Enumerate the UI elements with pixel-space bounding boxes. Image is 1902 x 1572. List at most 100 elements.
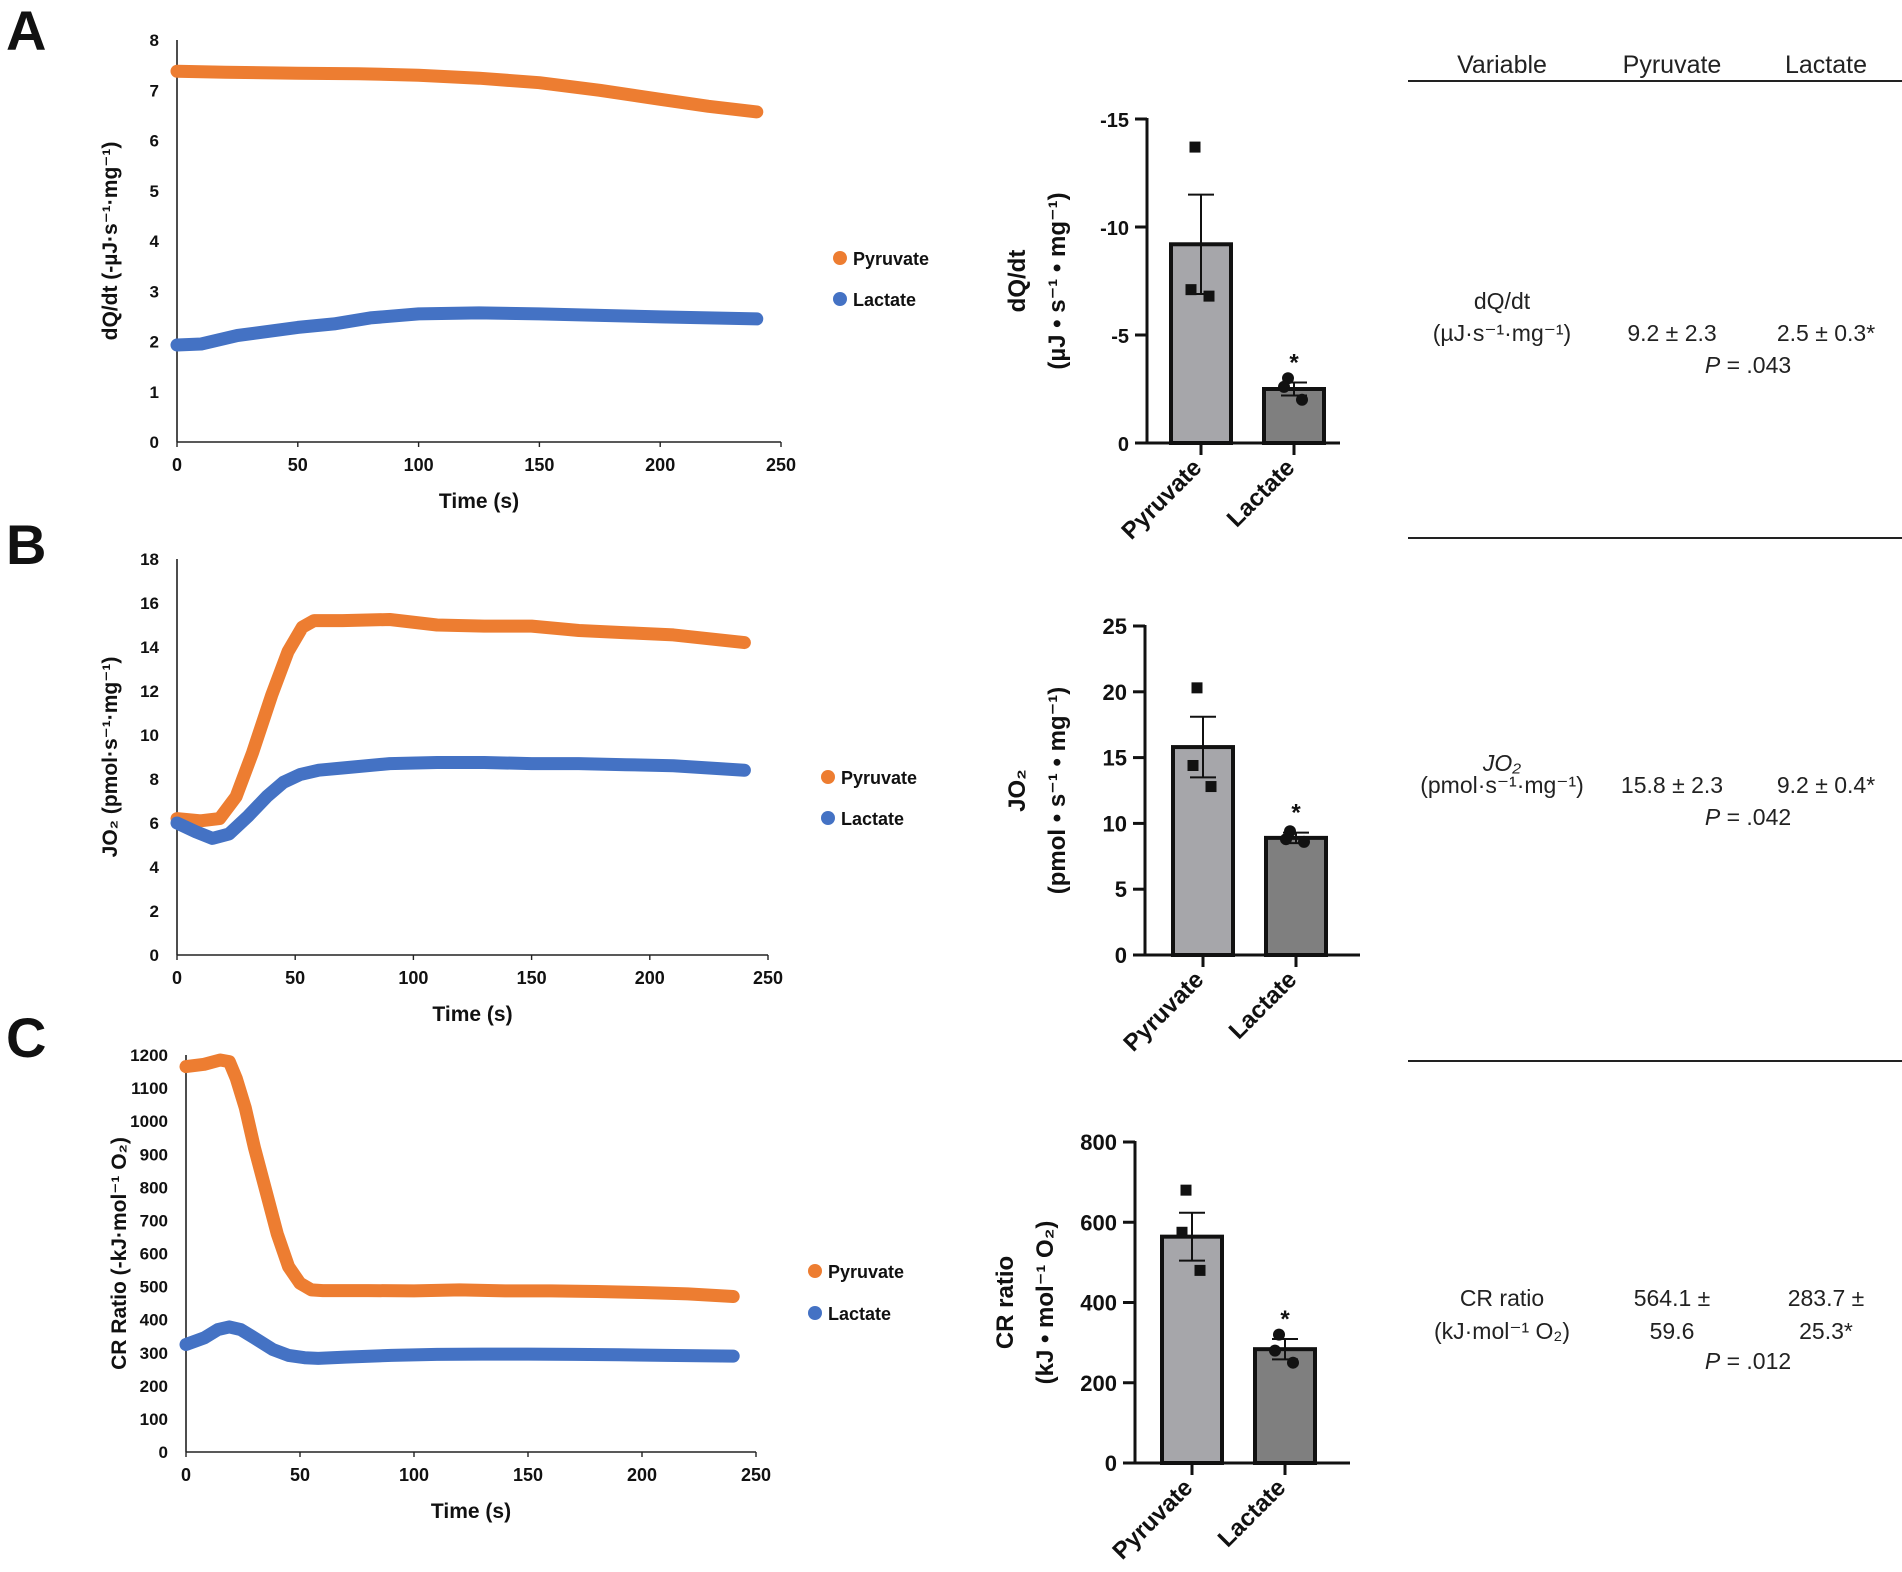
chart-b-line-y-tick-label: 0	[150, 946, 159, 965]
table-row1-lactate: 2.5 ± 0.3*	[1776, 320, 1876, 346]
chart-a-bar-x-tick-label-pyruvate: Pyruvate	[1116, 454, 1207, 545]
chart-b-line-y-tick-label: 10	[140, 726, 159, 745]
chart-b-line-y-tick-label: 14	[140, 638, 159, 657]
chart-a-line-y-tick-label: 6	[150, 132, 159, 151]
chart-b-line-y-tick-label: 4	[150, 858, 160, 877]
chart-b-line-y-tick-label: 6	[150, 814, 159, 833]
chart-a-line-y-tick-label: 2	[150, 333, 159, 352]
chart-c-line-y-tick-label: 1100	[131, 1079, 168, 1098]
chart-c-line-x-tick-label: 50	[290, 1465, 310, 1485]
chart-a-point-pyruvate	[1189, 141, 1201, 153]
chart-b-point-pyruvate	[1205, 781, 1217, 793]
chart-a-line-y-tick-label: 7	[150, 81, 159, 100]
chart-a-line-x-axis-label: Time (s)	[439, 490, 519, 513]
chart-b-legend-label-lactate: Lactate	[841, 809, 904, 829]
chart-b-line-x-tick-label: 0	[172, 968, 182, 988]
chart-b-line-x-tick-label: 100	[398, 968, 428, 988]
chart-b-legend-marker-pyruvate	[821, 770, 835, 784]
chart-b-line-x-tick-label: 50	[285, 968, 305, 988]
chart-c-line-y-tick-label: 600	[140, 1245, 168, 1264]
chart-a-line-x-tick-label: 0	[172, 455, 182, 475]
chart-c-bar-y-tick-label: 200	[1080, 1371, 1117, 1396]
chart-a-bar-y-tick-label: 0	[1118, 434, 1129, 456]
chart-c-bar-y-axis-label: CR ratio	[992, 1256, 1019, 1349]
chart-b-bar-y-tick-label: 10	[1103, 811, 1127, 836]
chart-c-line-y-tick-label: 400	[140, 1311, 168, 1330]
chart-c-bar-y-tick-label: 600	[1080, 1210, 1117, 1235]
panel-label-a: A	[6, 0, 47, 62]
chart-b-bar-x-tick-label-pyruvate: Pyruvate	[1118, 966, 1209, 1057]
chart-a-line-y-tick-label: 0	[150, 433, 159, 452]
table-header-pyruvate: Pyruvate	[1622, 51, 1722, 79]
chart-c-significance-lactate: *	[1280, 1306, 1290, 1333]
chart-b-line-x-tick-label: 150	[517, 968, 547, 988]
chart-c-legend-label-lactate: Lactate	[828, 1304, 891, 1324]
chart-a-point-pyruvate	[1203, 290, 1215, 302]
chart-c-line-y-tick-label: 300	[140, 1344, 168, 1363]
table-row3-lactate-line2: 25.3*	[1799, 1318, 1853, 1344]
chart-c-point-pyruvate	[1194, 1264, 1206, 1276]
table-row3-pyruvate-line2: 59.6	[1649, 1318, 1695, 1344]
chart-b-bar-y-tick-label: 25	[1103, 614, 1127, 639]
chart-c-line-y-tick-label: 700	[140, 1211, 168, 1230]
chart-b-legend-label-pyruvate: Pyruvate	[841, 768, 917, 788]
table-row3-variable-unit: (kJ·mol⁻¹ O₂)	[1433, 1318, 1571, 1344]
table-row1-pyruvate: 9.2 ± 2.3	[1627, 320, 1717, 346]
table-row3-lactate: 283.7 ±	[1787, 1285, 1865, 1311]
table-row2-pyruvate: 15.8 ± 2.3	[1620, 772, 1724, 798]
chart-a-line-series-pyruvate	[170, 64, 764, 119]
chart-c-point-pyruvate	[1176, 1226, 1188, 1238]
table-row1-variable: dQ/dt	[1473, 288, 1531, 314]
chart-c-bar-y-tick-label: 0	[1105, 1451, 1117, 1476]
chart-a-bar-lactate	[1262, 387, 1326, 445]
chart-b-bar-y-tick-label: 5	[1115, 877, 1127, 902]
chart-b-legend-marker-lactate	[821, 811, 835, 825]
chart-c-line-x-tick-label: 0	[181, 1465, 191, 1485]
table-row2-variable-unit: (pmol·s⁻¹·mg⁻¹)	[1420, 772, 1584, 798]
chart-b-bar-y-axis-label: JO₂	[1004, 769, 1031, 812]
chart-c-point-lactate	[1273, 1328, 1285, 1341]
chart-a-point-pyruvate	[1185, 284, 1197, 296]
chart-c-line-y-tick-label: 500	[140, 1278, 168, 1297]
chart-a-line-x-tick-label: 250	[766, 455, 796, 475]
table-row3-pvalue: P = .012	[1704, 1348, 1792, 1374]
chart-c-line-series-lactate	[179, 1320, 740, 1365]
chart-c-line-y-axis-label: CR Ratio (-kJ·mol⁻¹ O₂)	[108, 1137, 131, 1370]
chart-a-line-y-tick-label: 1	[150, 383, 159, 402]
table-row3-variable: CR ratio	[1459, 1285, 1545, 1311]
chart-a-line-x-tick-label: 200	[645, 455, 675, 475]
chart-b-line-y-tick-label: 2	[150, 902, 159, 921]
chart-a-bar-y-tick-label: -10	[1100, 218, 1129, 240]
chart-c-line-y-tick-label: 200	[140, 1377, 168, 1396]
chart-a-line-y-tick-label: 3	[150, 282, 159, 301]
table-header-variable: Variable	[1457, 51, 1547, 79]
chart-c-legend-label-pyruvate: Pyruvate	[828, 1262, 904, 1282]
chart-b-bar-y-tick-label: 0	[1115, 943, 1127, 968]
table-row2-pvalue: P = .042	[1704, 804, 1792, 830]
chart-c-line-series-pyruvate	[179, 1053, 740, 1303]
chart-a-point-lactate	[1296, 393, 1308, 406]
chart-a-legend-marker-pyruvate	[833, 251, 847, 265]
chart-a-bar-y-axis-label-unit: (µJ • s⁻¹ • mg⁻¹)	[1044, 192, 1071, 369]
table-row2-variable: JO₂	[1482, 750, 1522, 776]
chart-c-line-x-tick-label: 150	[513, 1465, 543, 1485]
chart-c-legend-marker-pyruvate	[808, 1264, 822, 1278]
chart-b-line-y-axis-label: JO₂ (pmol·s⁻¹·mg⁻¹)	[99, 657, 122, 858]
table-row1-variable-unit: (µJ·s⁻¹·mg⁻¹)	[1432, 320, 1572, 346]
chart-a-legend-marker-lactate	[833, 292, 847, 306]
chart-a-bar-x-tick-label-lactate: Lactate	[1222, 454, 1301, 533]
chart-c-line-x-tick-label: 100	[399, 1465, 429, 1485]
chart-a-line-y-tick-label: 5	[150, 182, 159, 201]
chart-b-line-series-lactate	[170, 756, 751, 845]
chart-a-bar-y-tick-label: -5	[1111, 326, 1129, 348]
chart-b-bar-y-tick-label: 20	[1103, 680, 1127, 705]
table-rule-2	[1408, 1060, 1902, 1062]
chart-b-line-series-pyruvate	[170, 613, 751, 828]
chart-c-point-lactate	[1269, 1344, 1281, 1357]
chart-b-line-x-tick-label: 200	[635, 968, 665, 988]
chart-a-line-y-tick-label: 4	[150, 232, 160, 251]
table-row2-lactate: 9.2 ± 0.4*	[1776, 772, 1876, 798]
chart-c-line-x-axis-label: Time (s)	[431, 1500, 511, 1523]
chart-b-bar-x-tick-label-lactate: Lactate	[1224, 966, 1303, 1045]
